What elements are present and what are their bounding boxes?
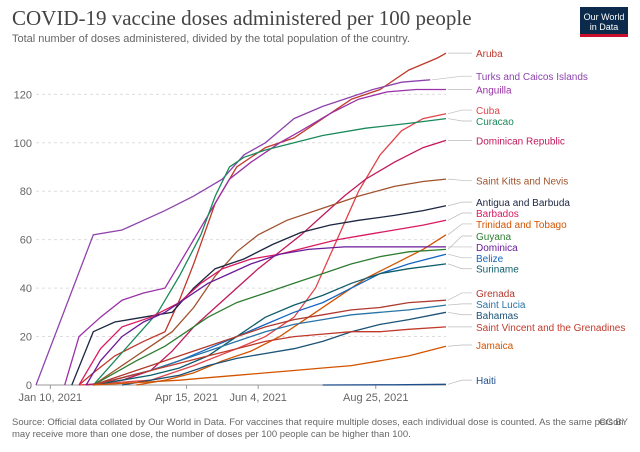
- series-labels: Aruba Turks and Caicos Islands Anguilla Cub…: [432, 49, 625, 387]
- y-tick-label: 20: [20, 332, 32, 344]
- y-tick-label: 0: [26, 380, 32, 392]
- series-label: Grenada: [476, 289, 515, 300]
- series-line: [93, 263, 447, 386]
- series-line: [92, 117, 447, 386]
- series-line: [86, 139, 447, 386]
- label-connector: [447, 109, 472, 115]
- label-connector: [432, 75, 472, 81]
- series-line: [93, 345, 447, 386]
- x-tick-label: Jun 4, 2021: [229, 392, 287, 404]
- series-line: [92, 248, 447, 386]
- source-note: Source: Official data collated by Our Wo…: [12, 417, 624, 440]
- x-axis-ticks: Jan 10, 2021 Apr 15, 2021 Jun 4, 2021 Aug 2…: [19, 385, 408, 404]
- series-label: Turks and Caicos Islands: [476, 72, 588, 83]
- series-label: Aruba: [476, 49, 503, 60]
- label-connector: [447, 201, 472, 207]
- logo-line-1: Our World: [583, 12, 625, 22]
- y-tick-label: 100: [14, 138, 32, 150]
- grid-lines: [36, 93, 446, 386]
- label-connector: [447, 379, 472, 385]
- chart-subtitle: Total number of doses administered, divi…: [12, 33, 410, 45]
- series-label: Antigua and Barbuda: [476, 198, 570, 209]
- series-label: Dominican Republic: [476, 136, 565, 147]
- chart-title: COVID-19 vaccine doses administered per …: [12, 6, 472, 30]
- series-label: Anguilla: [476, 85, 512, 96]
- license-link[interactable]: CC BY: [598, 417, 628, 428]
- y-axis-ticks: 0 20 40 60 80 100 120: [14, 89, 32, 392]
- label-connector: [447, 303, 472, 306]
- label-connector: [447, 118, 472, 122]
- series-label: Dominica: [476, 243, 518, 254]
- series-line: [78, 113, 447, 386]
- label-connector: [447, 311, 472, 316]
- y-tick-label: 80: [20, 186, 32, 198]
- series-label: Haiti: [476, 376, 496, 387]
- y-tick-label: 60: [20, 235, 32, 247]
- label-connector: [447, 263, 472, 270]
- series-label: Suriname: [476, 265, 519, 276]
- series-line: [71, 205, 447, 386]
- series-line: [35, 79, 431, 386]
- label-connector: [447, 344, 472, 347]
- series-line: [93, 326, 447, 386]
- series-line: [136, 234, 447, 386]
- series-line: [64, 88, 446, 386]
- x-tick-label: Aug 25, 2021: [343, 392, 408, 404]
- series-label: Cuba: [476, 106, 500, 117]
- series-lines: [35, 52, 447, 386]
- series-line: [322, 383, 447, 386]
- owid-logo[interactable]: Our World in Data: [580, 7, 628, 37]
- series-label: Jamaica: [476, 341, 514, 352]
- x-tick-label: Apr 15, 2021: [155, 392, 218, 404]
- series-label: Barbados: [476, 209, 519, 220]
- series-line: [93, 299, 447, 386]
- label-connector: [447, 292, 472, 301]
- label-connector: [447, 235, 472, 250]
- y-tick-label: 40: [20, 283, 32, 295]
- series-label: Trinidad and Tobago: [476, 220, 567, 231]
- series-line: [121, 311, 447, 386]
- series-line: [85, 246, 446, 386]
- label-connector: [447, 223, 472, 236]
- series-label: Bahamas: [476, 311, 518, 322]
- label-connector: [447, 178, 472, 181]
- series-label: Belize: [476, 254, 504, 265]
- series-line: [93, 253, 447, 386]
- x-tick-label: Jan 10, 2021: [19, 392, 83, 404]
- series-line: [92, 178, 447, 386]
- series-line: [78, 219, 447, 386]
- label-connector: [447, 253, 472, 259]
- label-connector: [447, 212, 472, 221]
- logo-line-2: in Data: [589, 22, 619, 32]
- series-line: [78, 52, 447, 386]
- series-label: Curacao: [476, 117, 514, 128]
- series-label: Guyana: [476, 232, 511, 243]
- y-tick-label: 120: [14, 89, 32, 101]
- series-label: Saint Kitts and Nevis: [476, 176, 568, 187]
- series-label: Saint Vincent and the Grenadines: [476, 323, 625, 334]
- series-label: Saint Lucia: [476, 300, 526, 311]
